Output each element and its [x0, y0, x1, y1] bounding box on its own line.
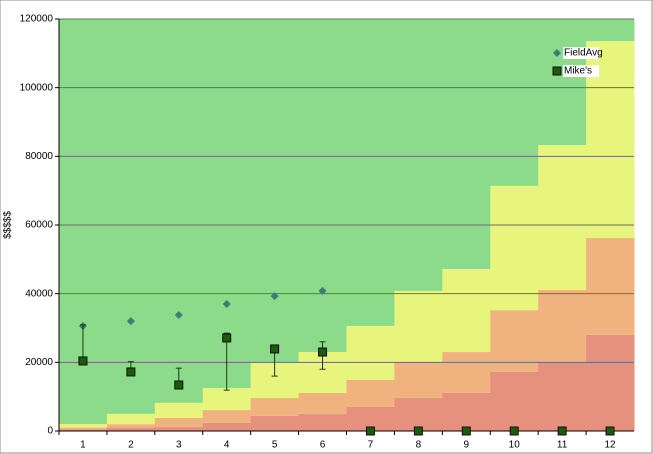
- x-tick-label: 1: [80, 440, 86, 451]
- x-tick-label: 10: [509, 440, 521, 451]
- marker: [78, 356, 88, 366]
- marker: [270, 344, 280, 354]
- x-tick-label: 11: [557, 440, 568, 451]
- y-tick-label: 100000: [20, 82, 54, 93]
- legend-marker: [552, 66, 562, 76]
- band-segment: [298, 392, 347, 414]
- marker: [509, 426, 519, 436]
- band-segment: [538, 361, 587, 431]
- marker: [270, 292, 279, 301]
- marker: [318, 347, 328, 357]
- band-segment: [106, 413, 156, 425]
- band-segment: [490, 19, 539, 186]
- x-tick-label: 12: [604, 440, 616, 451]
- marker: [222, 333, 232, 343]
- band-segment: [154, 19, 204, 403]
- band-segment: [59, 427, 108, 430]
- y-tick-label: 80000: [25, 151, 53, 162]
- y-tick-label: 0: [47, 426, 53, 437]
- band-segment: [106, 424, 156, 428]
- band-segment: [442, 268, 491, 353]
- x-tick-label: 2: [128, 440, 134, 451]
- marker: [174, 380, 184, 390]
- band-segment: [298, 413, 347, 431]
- band-segment: [202, 388, 252, 411]
- marker: [605, 426, 615, 436]
- band-segment: [394, 290, 443, 362]
- band-segment: [346, 325, 395, 380]
- band-segment: [346, 379, 395, 407]
- x-tick-label: 9: [464, 440, 470, 451]
- band-segment: [538, 19, 587, 146]
- y-tick-label: 120000: [20, 14, 54, 25]
- band-segment: [250, 19, 300, 362]
- band-segment: [298, 19, 347, 353]
- band-segment: [394, 361, 443, 399]
- band-segment: [490, 371, 539, 431]
- band-segment: [154, 426, 204, 431]
- band-segment: [586, 19, 635, 41]
- band-segment: [154, 402, 204, 418]
- band-segment: [202, 410, 252, 423]
- marker: [461, 426, 471, 436]
- band-segment: [394, 398, 443, 431]
- band-segment: [442, 19, 491, 269]
- legend-text: Mike's: [564, 66, 592, 77]
- x-tick-label: 7: [368, 440, 374, 451]
- band-segment: [490, 185, 539, 311]
- band-segment: [154, 417, 204, 427]
- marker: [174, 310, 183, 319]
- band-segment: [106, 19, 156, 414]
- band-segment: [250, 415, 300, 431]
- marker: [222, 299, 231, 308]
- marker: [126, 317, 135, 326]
- band-segment: [394, 19, 443, 291]
- band-segment: [538, 289, 587, 362]
- band-segment: [490, 310, 539, 372]
- band-segment: [346, 19, 395, 326]
- band-segment: [202, 422, 252, 431]
- band-segment: [538, 145, 587, 290]
- y-tick-label: 20000: [25, 357, 53, 368]
- band-segment: [442, 352, 491, 393]
- legend-background: [563, 65, 599, 77]
- band-segment: [59, 429, 108, 431]
- band-segment: [202, 19, 252, 389]
- band-segment: [442, 392, 491, 431]
- x-tick-label: 5: [272, 440, 278, 451]
- x-tick-label: 4: [224, 440, 230, 451]
- band-segment: [250, 398, 300, 416]
- marker: [126, 367, 136, 377]
- legend-background: [563, 47, 599, 59]
- marker: [318, 286, 327, 295]
- x-tick-label: 8: [416, 440, 422, 451]
- x-tick-label: 6: [320, 440, 326, 451]
- x-tick-label: 3: [176, 440, 182, 451]
- marker: [557, 426, 567, 436]
- legend-text: FieldAvg: [564, 48, 603, 59]
- band-segment: [106, 427, 156, 431]
- marker: [365, 426, 375, 436]
- band-segment: [59, 424, 108, 428]
- y-tick-label: 60000: [25, 220, 53, 231]
- band-segment: [586, 238, 635, 335]
- y-tick-label: 40000: [25, 288, 53, 299]
- band-segment: [586, 334, 635, 431]
- error-bar: [223, 332, 230, 391]
- y-axis-label: $$$$$: [3, 211, 14, 239]
- legend-marker: [553, 49, 561, 57]
- marker: [413, 426, 423, 436]
